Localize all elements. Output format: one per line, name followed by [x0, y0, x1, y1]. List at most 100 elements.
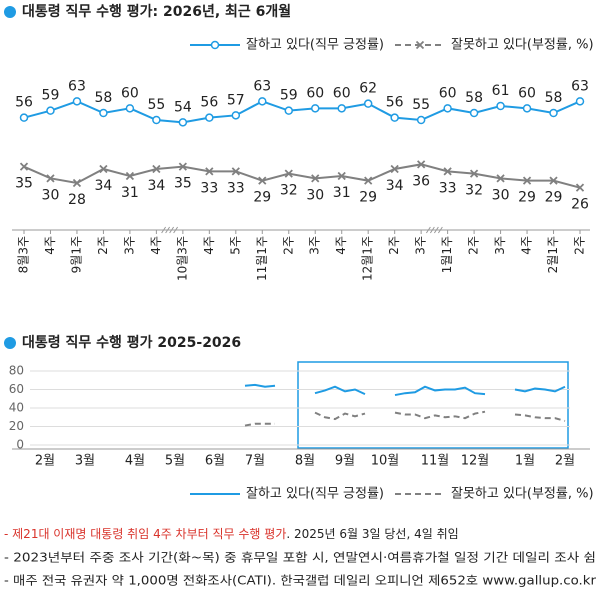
series-line	[314, 411, 366, 421]
point-marker	[310, 104, 320, 113]
point-marker	[311, 174, 320, 183]
point-marker	[99, 164, 108, 174]
point-marker	[390, 164, 399, 174]
point-marker	[19, 162, 29, 171]
data-label: 30	[42, 187, 60, 203]
point-marker	[125, 104, 135, 113]
axis-break	[173, 226, 179, 234]
data-label: 60	[518, 85, 536, 101]
series-line	[23, 100, 581, 124]
x-tick-label: 3주	[414, 236, 428, 255]
data-label: 63	[253, 78, 271, 94]
data-label: 58	[465, 90, 483, 106]
data-label: 55	[147, 97, 165, 113]
point-marker	[284, 106, 294, 115]
point-marker	[575, 183, 585, 192]
data-label: 35	[174, 176, 192, 192]
data-label: 60	[121, 85, 139, 101]
x-tick-label: 11월	[421, 454, 450, 469]
point-marker	[390, 113, 399, 122]
x-tick-label: 2월	[555, 454, 575, 469]
data-label: 63	[68, 78, 86, 94]
x-tick-label: 5주	[228, 236, 242, 255]
point-marker	[19, 113, 29, 122]
point-marker	[258, 176, 267, 185]
x-tick-label: 4주	[334, 236, 348, 255]
highlight-box	[297, 361, 569, 449]
point-marker	[549, 108, 558, 118]
legend-marker	[210, 40, 220, 50]
point-marker	[205, 167, 214, 176]
x-tick-label: 1월	[515, 454, 535, 469]
x-tick-label: 2월1주	[546, 236, 560, 273]
x-tick-label: 3월	[75, 454, 95, 469]
data-label: 54	[174, 99, 192, 115]
series-line	[23, 163, 581, 189]
legend-label: 잘하고 있다(직무 긍정률)	[246, 38, 384, 53]
point-marker	[522, 176, 532, 185]
data-label: 56	[200, 95, 218, 111]
x-tick-label: 2월	[35, 454, 55, 469]
x-tick-label: 5월	[165, 454, 185, 469]
chart-title: 대통령 직무 수행 평가 2025-2026	[22, 334, 241, 351]
axis-break	[437, 226, 443, 234]
series-line	[314, 385, 366, 396]
data-label: 58	[95, 90, 113, 106]
point-marker	[522, 104, 532, 113]
axis-break	[429, 226, 435, 234]
title-bullet	[4, 6, 16, 18]
series-line	[244, 422, 275, 427]
point-marker	[496, 174, 505, 183]
data-label: 60	[333, 85, 351, 101]
data-label: 60	[439, 85, 457, 101]
point-marker	[443, 167, 452, 176]
point-marker	[46, 106, 55, 115]
legend-label: 잘못하고 있다(부정률, %)	[451, 38, 594, 53]
x-tick-label: 11월1주	[255, 236, 269, 281]
point-marker	[125, 171, 135, 181]
data-label: 32	[465, 183, 483, 199]
data-label: 59	[42, 88, 60, 104]
x-tick-label: 4주	[520, 236, 534, 255]
data-label: 61	[492, 83, 510, 99]
point-marker	[364, 176, 373, 185]
point-marker	[417, 160, 426, 169]
x-tick-label: 10월	[371, 454, 400, 469]
axis-break	[161, 226, 167, 234]
x-tick-label: 2주	[387, 236, 401, 255]
x-tick-label: 12월	[461, 454, 490, 469]
x-tick-label: 3주	[493, 236, 507, 255]
data-label: 28	[68, 192, 86, 208]
x-tick-label: 2주	[96, 236, 110, 255]
y-tick-label: 60	[9, 382, 24, 396]
data-label: 60	[306, 85, 324, 101]
point-marker	[152, 115, 161, 125]
x-tick-label: 8월3주	[17, 236, 31, 273]
x-tick-label: 8월	[295, 454, 315, 469]
data-label: 31	[121, 185, 139, 201]
data-label: 32	[280, 183, 298, 199]
point-marker	[416, 115, 426, 125]
y-tick-label: 0	[16, 438, 24, 452]
footnote-text: . 2025년 6월 3일 당선, 4일 취임	[286, 527, 458, 541]
footnote: - 2023년부터 주중 조사 기간(화~목) 중 휴무일 포함 시, 연말연시…	[4, 551, 596, 565]
data-label: 34	[147, 178, 165, 194]
point-marker	[549, 176, 558, 185]
data-label: 35	[15, 176, 33, 192]
x-tick-label: 6월	[205, 454, 225, 469]
point-marker	[258, 97, 267, 106]
axis-break	[165, 226, 171, 234]
point-marker	[72, 97, 82, 106]
x-tick-label: 2주	[281, 236, 295, 255]
data-label: 58	[545, 90, 563, 106]
data-label: 29	[253, 190, 271, 206]
data-label: 31	[333, 185, 351, 201]
x-tick-label: 3주	[122, 236, 136, 255]
point-marker	[337, 104, 346, 113]
data-label: 36	[412, 173, 430, 189]
x-tick-label: 2주	[467, 236, 481, 255]
point-marker	[231, 111, 241, 120]
data-label: 34	[95, 178, 113, 194]
y-tick-label: 40	[9, 401, 24, 415]
x-tick-label: 7월	[245, 454, 265, 469]
